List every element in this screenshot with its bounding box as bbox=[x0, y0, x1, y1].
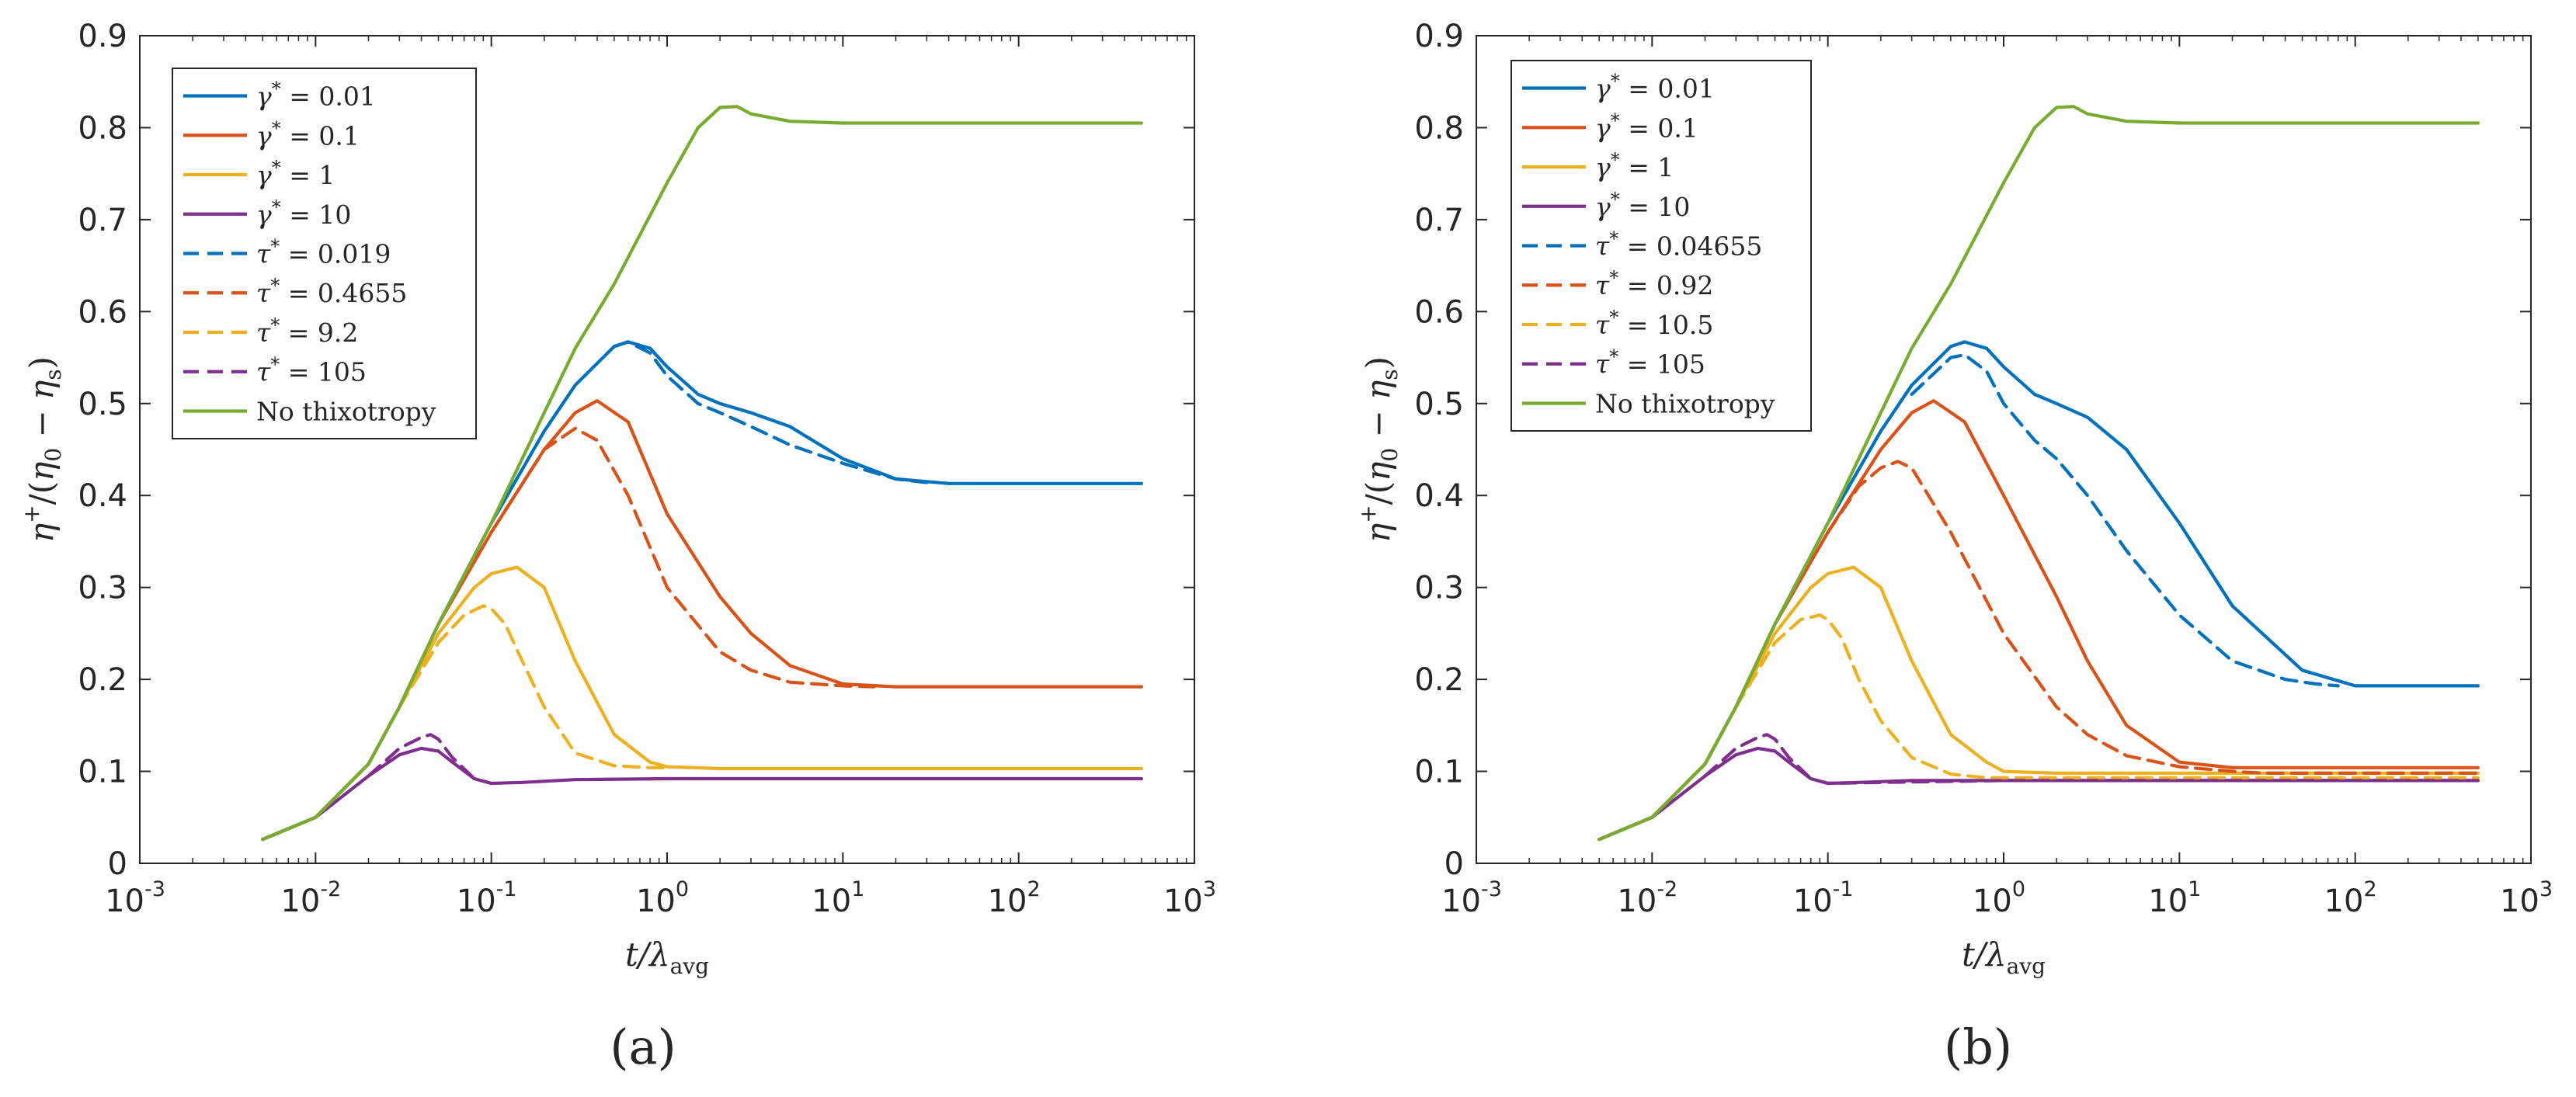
y-tick-label: 0.9 bbox=[1414, 19, 1464, 54]
series-line-5 bbox=[1826, 460, 2480, 776]
y-tick-label: 0 bbox=[1444, 846, 1464, 882]
x-tick-label: 101 bbox=[812, 877, 864, 919]
series-line-7 bbox=[1703, 733, 2480, 786]
x-tick-label: 100 bbox=[1973, 877, 2025, 919]
x-tick-label: 10-2 bbox=[1617, 877, 1677, 919]
legend-label: τ* = 9.2 bbox=[256, 314, 358, 348]
y-tick-label: 0.3 bbox=[78, 571, 127, 606]
y-tick-label: 0.2 bbox=[1414, 662, 1464, 698]
y-tick-label: 0.5 bbox=[1414, 387, 1464, 422]
legend-label: τ* = 10.5 bbox=[1595, 307, 1713, 340]
x-tick-label: 100 bbox=[636, 877, 689, 919]
series-line-6 bbox=[1734, 613, 2480, 779]
y-axis-label: η+/(η0 − ηs) bbox=[19, 356, 66, 543]
y-tick-label: 0.8 bbox=[78, 110, 127, 146]
y-tick-label: 0.1 bbox=[1414, 755, 1464, 790]
legend-label: γ* = 0.01 bbox=[256, 78, 376, 112]
x-tick-label: 10-3 bbox=[1441, 877, 1502, 919]
series-line-7 bbox=[367, 733, 493, 786]
y-tick-label: 0.6 bbox=[1414, 294, 1464, 330]
y-tick-label: 0.2 bbox=[78, 662, 127, 698]
legend-label: τ* = 105 bbox=[256, 354, 367, 387]
x-tick-label: 103 bbox=[1163, 877, 1216, 919]
chart-panel-b: 0 0.1 0.2 0.3 0.4 0.5 0.6 0.7 0.8 0.9 10-3 10-2 10-1… bbox=[1355, 19, 2553, 979]
legend-label: γ* = 10 bbox=[256, 196, 351, 230]
x-tick-label: 10-1 bbox=[457, 877, 517, 919]
x-axis-label: t/λavg bbox=[1962, 936, 2046, 979]
legend-label: γ* = 0.01 bbox=[1595, 71, 1715, 104]
legend-label: τ* = 0.92 bbox=[1595, 267, 1713, 300]
legend-label: τ* = 0.4655 bbox=[256, 275, 407, 308]
legend-label: No thixotropy bbox=[256, 396, 436, 426]
x-tick-label: 102 bbox=[2324, 877, 2377, 919]
y-tick-label: 0.8 bbox=[1414, 110, 1464, 146]
legend-label: τ* = 105 bbox=[1595, 346, 1705, 380]
x-tick-label: 10-2 bbox=[280, 877, 341, 919]
y-axis-label: η+/(η0 − ηs) bbox=[1355, 356, 1403, 543]
y-tick-label: 0.7 bbox=[1414, 203, 1464, 238]
panel-label-b: (b) bbox=[1944, 1019, 2012, 1075]
x-tick-label: 10-3 bbox=[105, 877, 165, 919]
series-line-4 bbox=[612, 340, 929, 484]
legend-label: γ* = 0.1 bbox=[256, 117, 360, 151]
chart-panel-a: 0 0.1 0.2 0.3 0.4 0.5 0.6 0.7 0.8 0.9 10-3 10-2 10-1… bbox=[19, 19, 1216, 979]
series-line-5 bbox=[489, 426, 876, 689]
series-line-8 bbox=[1597, 105, 2480, 842]
legend-box bbox=[172, 68, 477, 439]
y-tick-label: 0.7 bbox=[78, 203, 127, 238]
legend-label: τ* = 0.019 bbox=[256, 236, 391, 269]
series-line-8 bbox=[261, 105, 1144, 842]
x-tick-label: 102 bbox=[988, 877, 1041, 919]
x-tick-label: 103 bbox=[2500, 877, 2553, 919]
y-tick-label: 0.3 bbox=[1414, 571, 1464, 606]
y-tick-label: 0 bbox=[108, 846, 127, 882]
x-tick-label: 101 bbox=[2148, 877, 2201, 919]
y-tick-label: 0.4 bbox=[1414, 478, 1464, 514]
x-tick-label: 10-1 bbox=[1793, 877, 1854, 919]
y-tick-label: 0.5 bbox=[78, 387, 127, 422]
legend-label: τ* = 0.04655 bbox=[1595, 228, 1762, 262]
series-line-6 bbox=[398, 604, 669, 769]
y-tick-label: 0.6 bbox=[78, 294, 127, 330]
series-line-4 bbox=[1910, 352, 2340, 688]
legend-label: γ* = 1 bbox=[256, 157, 335, 190]
x-axis-label: t/λavg bbox=[625, 936, 709, 979]
legend-label: γ* = 0.1 bbox=[1595, 109, 1698, 143]
y-tick-label: 0.1 bbox=[78, 755, 127, 790]
panel-label-a: (a) bbox=[610, 1019, 676, 1075]
y-tick-label: 0.4 bbox=[78, 478, 127, 514]
legend-label: γ* = 1 bbox=[1595, 149, 1674, 182]
legend-label: γ* = 10 bbox=[1595, 189, 1690, 222]
legend-label: No thixotropy bbox=[1595, 388, 1775, 418]
y-tick-label: 0.9 bbox=[78, 19, 127, 54]
